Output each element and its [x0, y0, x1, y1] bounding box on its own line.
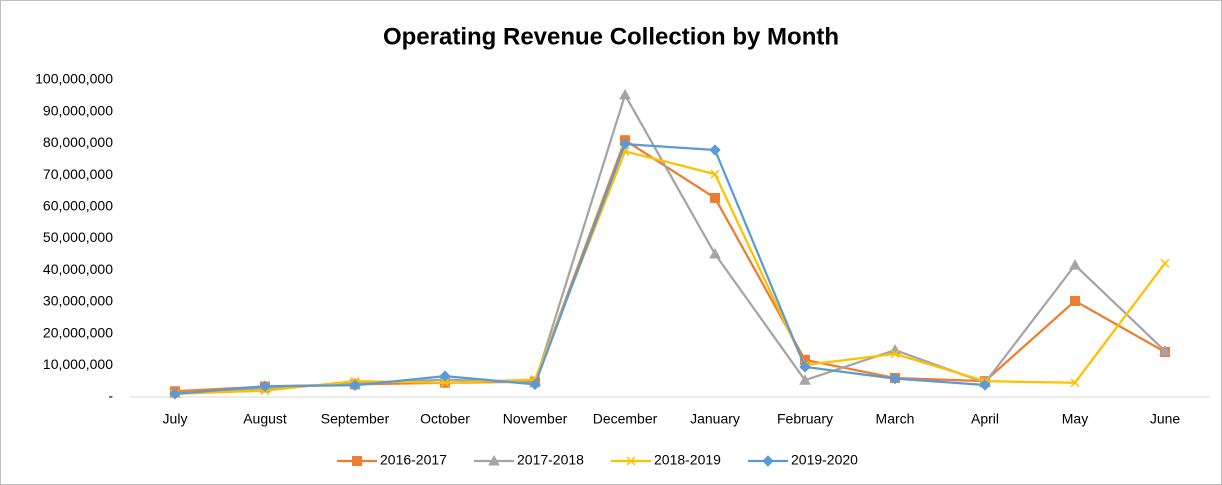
y-tick-label: 40,000,000 [43, 261, 113, 277]
data-point [890, 349, 900, 359]
legend-label: 2016-2017 [380, 452, 447, 468]
legend-label: 2017-2018 [517, 452, 584, 468]
data-point [619, 138, 631, 150]
x-tick-label: February [777, 411, 833, 427]
x-tick-label: April [971, 411, 999, 427]
legend-marker [762, 455, 774, 467]
legend-marker [352, 456, 362, 466]
x-tick-label: May [1062, 411, 1088, 427]
y-tick-label: 20,000,000 [43, 324, 113, 340]
data-point [1069, 259, 1081, 270]
series-line [174, 150, 1166, 395]
data-point [619, 88, 631, 100]
y-tick-label: 10,000,000 [43, 356, 113, 372]
y-tick-label: 30,000,000 [43, 293, 113, 309]
data-point [1160, 258, 1170, 268]
data-point [710, 169, 720, 179]
data-point [1070, 295, 1080, 306]
y-tick-label: 80,000,000 [43, 134, 113, 150]
y-tick-label: 90,000,000 [43, 102, 113, 118]
data-point [440, 378, 450, 388]
x-tick-label: September [321, 411, 390, 427]
data-point [169, 388, 181, 400]
x-tick-label: January [690, 411, 740, 427]
x-tick-label: March [876, 411, 915, 427]
x-tick-label: December [593, 411, 658, 427]
y-tick-label: 100,000,000 [35, 71, 113, 87]
chart-title: Operating Revenue Collection by Month [383, 23, 839, 50]
y-tick-label: 50,000,000 [43, 229, 113, 245]
data-point [799, 374, 811, 385]
legend-label: 2018-2019 [654, 452, 721, 468]
data-point [709, 248, 721, 259]
y-tick-label: - [108, 388, 113, 404]
x-tick-label: November [503, 411, 568, 427]
data-point [259, 380, 271, 392]
data-point [979, 379, 991, 391]
x-tick-label: June [1150, 411, 1181, 427]
y-tick-label: 60,000,000 [43, 198, 113, 214]
legend-marker [488, 454, 500, 466]
data-point [710, 192, 720, 203]
x-tick-label: August [243, 411, 287, 427]
data-point [709, 144, 721, 156]
data-point [799, 361, 811, 373]
legend-marker [626, 456, 636, 466]
data-point [529, 378, 541, 391]
data-point [439, 370, 451, 382]
data-point [1159, 345, 1171, 356]
x-tick-label: October [420, 411, 470, 427]
data-point [349, 379, 361, 391]
data-point [889, 372, 901, 385]
x-tick-label: July [163, 411, 188, 427]
series-line [174, 142, 986, 395]
data-point [1070, 378, 1080, 388]
legend-label: 2019-2020 [791, 452, 858, 468]
y-tick-label: 70,000,000 [43, 166, 113, 182]
